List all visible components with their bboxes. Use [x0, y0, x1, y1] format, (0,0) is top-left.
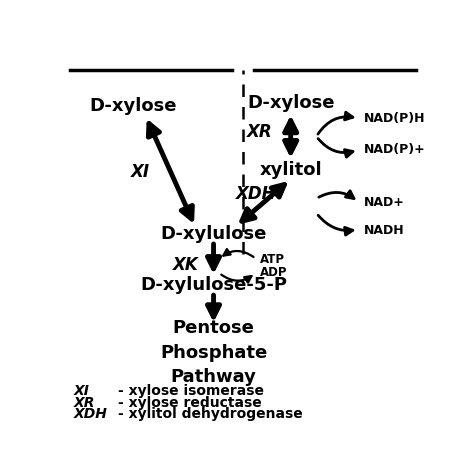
Text: - xylitol dehydrogenase: - xylitol dehydrogenase	[118, 407, 303, 421]
Text: XDH: XDH	[74, 407, 108, 421]
Text: XDH: XDH	[236, 185, 276, 203]
Text: xylitol: xylitol	[259, 161, 322, 179]
Text: ATP: ATP	[259, 253, 284, 266]
Text: NAD(P)+: NAD(P)+	[364, 144, 426, 156]
Text: D-xylose: D-xylose	[89, 97, 176, 115]
Text: - xylose isomerase: - xylose isomerase	[118, 384, 264, 398]
Text: NAD+: NAD+	[364, 196, 405, 210]
Text: NAD(P)H: NAD(P)H	[364, 112, 426, 126]
Text: XR: XR	[74, 395, 95, 410]
Text: ADP: ADP	[259, 266, 287, 279]
Text: XK: XK	[173, 256, 199, 274]
Text: XR: XR	[246, 123, 272, 141]
Text: D-xylulose: D-xylulose	[160, 225, 267, 243]
Text: D-xylulose-5-P: D-xylulose-5-P	[140, 276, 287, 294]
Text: Pentose
Phosphate
Pathway: Pentose Phosphate Pathway	[160, 319, 267, 386]
Text: D-xylose: D-xylose	[247, 93, 335, 111]
Text: XI: XI	[130, 163, 150, 181]
Text: NADH: NADH	[364, 224, 405, 237]
Text: - xylose reductase: - xylose reductase	[118, 395, 262, 410]
Text: XI: XI	[74, 384, 90, 398]
